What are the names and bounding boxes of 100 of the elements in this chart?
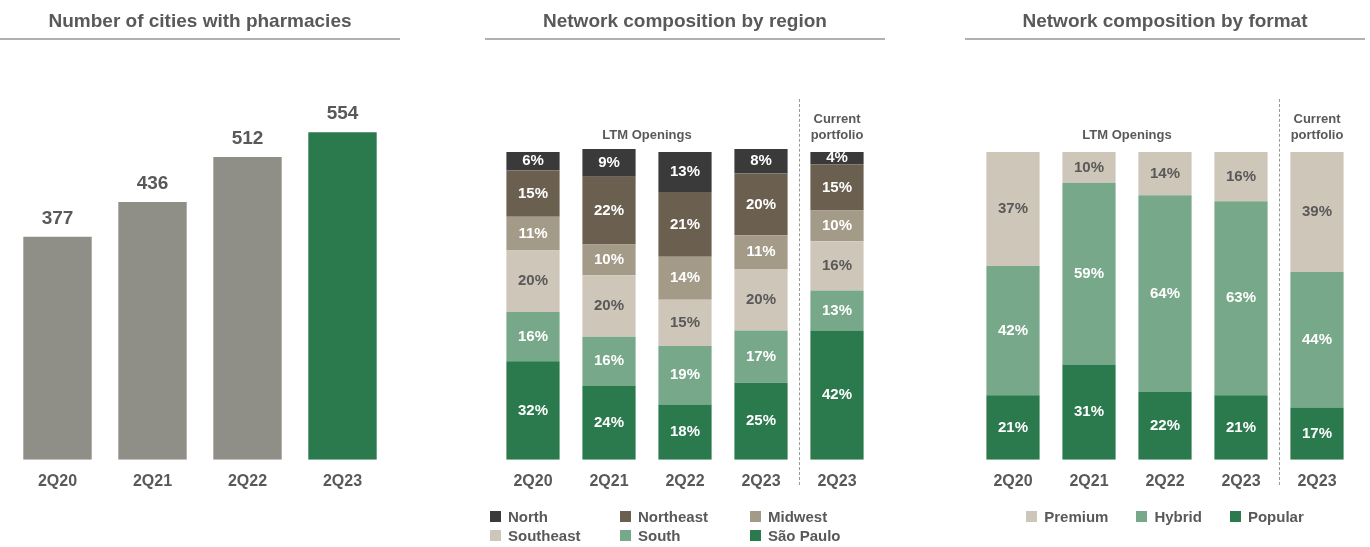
chart-title: Number of cities with pharmacies	[0, 10, 400, 40]
bar	[308, 132, 377, 460]
bar	[582, 275, 636, 337]
bar	[658, 299, 712, 346]
data-label: 20%	[745, 289, 777, 307]
bar	[810, 164, 864, 211]
bar	[118, 201, 187, 460]
data-label: 10%	[1073, 157, 1105, 175]
bar	[658, 345, 712, 405]
legend-label: Premium	[1044, 508, 1109, 525]
chart-title: Network composition by region	[485, 10, 885, 40]
data-label: 16%	[593, 351, 625, 369]
bar	[582, 244, 636, 276]
bar	[213, 157, 282, 460]
data-label: 22%	[593, 200, 625, 218]
data-label: 13%	[669, 162, 701, 180]
legend-label: Midwest	[768, 508, 828, 525]
text: Current portfolio	[1290, 110, 1344, 142]
data-label: 42%	[821, 385, 853, 403]
data-label: 64%	[1149, 283, 1181, 301]
data-label: 15%	[517, 183, 549, 201]
legend-label: North	[508, 508, 548, 525]
bar	[582, 385, 636, 460]
data-label: 21%	[669, 214, 701, 232]
data-label: 44%	[1301, 329, 1333, 347]
x-tick-label: 2Q23	[1221, 471, 1261, 489]
data-label: 19%	[669, 365, 701, 383]
legend-label: Popular	[1247, 508, 1304, 525]
bar	[658, 404, 712, 460]
legend-label: Southeast	[508, 527, 581, 544]
bar	[1290, 272, 1344, 408]
text: Current portfolio	[810, 110, 864, 142]
bar	[1138, 195, 1192, 393]
bar	[506, 312, 560, 362]
data-label: 554	[326, 102, 359, 124]
bar	[582, 176, 636, 245]
bar	[734, 330, 788, 383]
bar	[734, 382, 788, 460]
x-tick-label: 2Q21	[589, 471, 629, 489]
legend-label: Northeast	[638, 508, 709, 525]
bar	[506, 250, 560, 313]
x-tick-label: 2Q22	[1145, 471, 1185, 489]
data-label: 21%	[997, 417, 1029, 435]
data-label: 377	[41, 207, 74, 229]
data-label: 17%	[1301, 423, 1333, 441]
bar	[810, 241, 864, 291]
legend-label: São Paulo	[768, 527, 841, 544]
x-tick-label: 2Q20	[513, 471, 553, 489]
data-label: 16%	[517, 326, 549, 344]
bar	[658, 152, 712, 193]
data-label: 24%	[593, 413, 625, 431]
text: LTM Openings	[602, 126, 692, 142]
bar	[734, 173, 788, 236]
x-tick-label: 2Q20	[37, 471, 78, 489]
data-label: 10%	[593, 249, 625, 267]
bar	[734, 235, 788, 270]
data-label: 25%	[745, 411, 777, 429]
x-tick-label: 2Q21	[132, 471, 173, 489]
bar	[23, 236, 92, 460]
data-label: 63%	[1225, 288, 1257, 306]
bar	[1214, 152, 1268, 202]
data-label: 32%	[517, 400, 549, 418]
bar	[1062, 182, 1116, 365]
bar	[1062, 364, 1116, 460]
data-label: 31%	[1073, 402, 1105, 420]
data-label: 11%	[518, 223, 548, 241]
data-label: 9%	[598, 152, 620, 170]
x-tick-label: 2Q23	[322, 471, 363, 489]
bar	[582, 149, 636, 177]
bar	[986, 152, 1040, 266]
bar	[1138, 392, 1192, 460]
data-label: 14%	[669, 268, 701, 286]
bar	[810, 290, 864, 331]
bar	[810, 330, 864, 460]
text: LTM Openings	[1082, 126, 1172, 142]
data-label: 18%	[669, 422, 701, 440]
data-label: 16%	[1225, 166, 1257, 184]
x-tick-label: 2Q20	[993, 471, 1033, 489]
data-label: 39%	[1301, 202, 1333, 220]
data-label: 6%	[522, 151, 544, 169]
data-label: 512	[231, 127, 264, 149]
bar	[582, 336, 636, 386]
x-tick-label: 2Q23	[817, 471, 857, 489]
bar	[1290, 407, 1344, 460]
data-label: 42%	[997, 320, 1029, 338]
bar	[506, 216, 560, 251]
bar	[1214, 395, 1268, 460]
bar	[506, 361, 560, 460]
data-label: 10%	[821, 216, 853, 234]
data-label: 17%	[745, 346, 777, 364]
data-label: 15%	[821, 177, 853, 195]
bar	[734, 269, 788, 331]
bar	[734, 149, 788, 174]
data-label: 11%	[746, 242, 776, 260]
legend-label: South	[638, 527, 681, 544]
data-label: 14%	[1149, 163, 1181, 181]
x-tick-label: 2Q21	[1069, 471, 1109, 489]
data-label: 16%	[821, 256, 853, 274]
data-label: 20%	[517, 271, 549, 289]
data-label: 15%	[669, 313, 701, 330]
